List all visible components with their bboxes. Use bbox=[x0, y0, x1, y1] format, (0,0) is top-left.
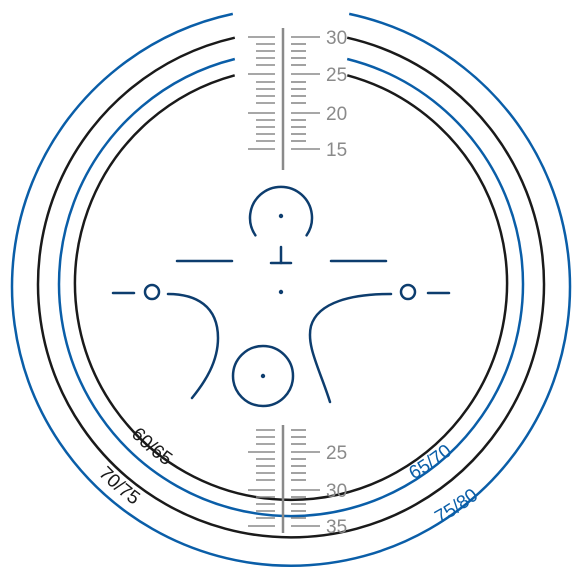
bottom-center-dot bbox=[261, 374, 265, 378]
arc-label-blue-outer: 75/80 bbox=[432, 485, 483, 528]
central-reticle bbox=[113, 187, 449, 406]
top-scale-label-30: 30 bbox=[326, 28, 347, 49]
bottom-scale-label-35: 35 bbox=[326, 517, 347, 538]
top-range-scale: 30 25 20 15 bbox=[248, 28, 347, 170]
right-wing-ring bbox=[401, 285, 415, 299]
bottom-range-scale: 25 30 35 bbox=[248, 425, 347, 538]
left-wing-ring bbox=[145, 285, 159, 299]
bottom-scale-label-30: 30 bbox=[326, 481, 347, 502]
top-center-dot bbox=[279, 214, 283, 218]
top-scale-label-20: 20 bbox=[326, 104, 347, 125]
top-aiming-arc bbox=[250, 187, 312, 235]
left-wing-arc bbox=[168, 294, 218, 398]
center-dot bbox=[279, 290, 283, 294]
bottom-scale-label-25: 25 bbox=[326, 443, 347, 464]
top-scale-label-15: 15 bbox=[326, 140, 347, 161]
right-wing-arc bbox=[310, 294, 391, 402]
top-scale-label-25: 25 bbox=[326, 65, 347, 86]
